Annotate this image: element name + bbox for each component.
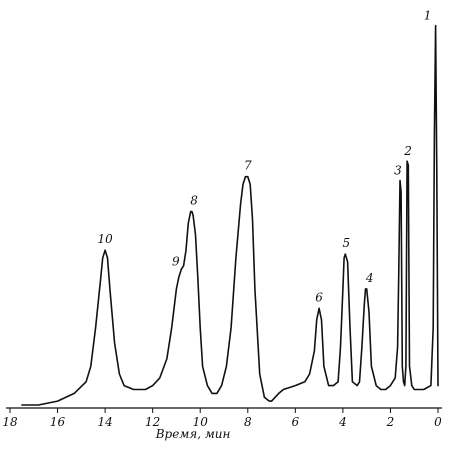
x-tick-label: 18 — [2, 415, 18, 429]
peak-label-6: 6 — [315, 290, 323, 304]
x-tick-label: 16 — [50, 415, 66, 429]
peak-label-9: 9 — [172, 255, 180, 269]
peak-label-2: 2 — [403, 144, 412, 158]
peak-label-4: 4 — [365, 271, 374, 285]
trace-layer — [21, 24, 439, 406]
x-tick-label: 10 — [193, 415, 209, 429]
peak-label-3: 3 — [394, 164, 402, 178]
peak-label-8: 8 — [190, 194, 198, 208]
x-axis-title: Время, мин — [155, 427, 231, 441]
x-axis-ticks: 18 16 14 12 10 8 6 4 2 0 — [2, 408, 442, 429]
peak-label-7: 7 — [244, 159, 252, 173]
peak-label-5: 5 — [342, 236, 350, 250]
chromatogram-trace — [21, 24, 439, 406]
x-tick-label: 2 — [386, 415, 395, 429]
x-tick-label: 6 — [292, 415, 300, 429]
x-tick-label: 8 — [244, 415, 252, 429]
peak-label-10: 10 — [97, 232, 113, 246]
x-tick-label: 14 — [97, 415, 112, 429]
x-tick-label: 0 — [434, 415, 442, 429]
x-tick-label: 12 — [145, 415, 160, 429]
x-tick-label: 4 — [338, 415, 347, 429]
peak-label-1: 1 — [424, 9, 432, 23]
